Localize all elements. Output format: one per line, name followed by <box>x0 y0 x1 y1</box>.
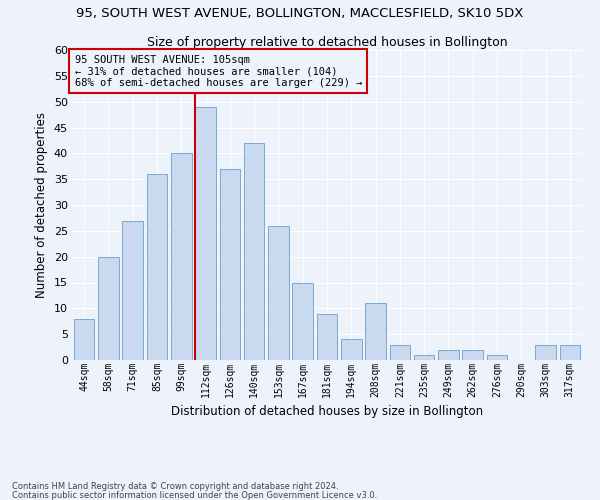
Bar <box>146 174 167 360</box>
Text: Contains HM Land Registry data © Crown copyright and database right 2024.: Contains HM Land Registry data © Crown c… <box>12 482 338 491</box>
Text: 95, SOUTH WEST AVENUE, BOLLINGTON, MACCLESFIELD, SK10 5DX: 95, SOUTH WEST AVENUE, BOLLINGTON, MACCL… <box>76 8 524 20</box>
Bar <box>414 355 434 360</box>
Bar <box>317 314 337 360</box>
Bar <box>341 340 362 360</box>
Text: Contains public sector information licensed under the Open Government Licence v3: Contains public sector information licen… <box>12 490 377 500</box>
Bar <box>220 169 240 360</box>
Bar <box>560 344 580 360</box>
Text: 95 SOUTH WEST AVENUE: 105sqm
← 31% of detached houses are smaller (104)
68% of s: 95 SOUTH WEST AVENUE: 105sqm ← 31% of de… <box>74 54 362 88</box>
Bar <box>535 344 556 360</box>
Y-axis label: Number of detached properties: Number of detached properties <box>35 112 48 298</box>
X-axis label: Distribution of detached houses by size in Bollington: Distribution of detached houses by size … <box>171 405 483 418</box>
Bar <box>122 220 143 360</box>
Bar <box>389 344 410 360</box>
Bar <box>487 355 508 360</box>
Bar <box>268 226 289 360</box>
Bar <box>365 303 386 360</box>
Title: Size of property relative to detached houses in Bollington: Size of property relative to detached ho… <box>146 36 508 49</box>
Bar <box>244 143 265 360</box>
Bar <box>463 350 483 360</box>
Bar <box>292 282 313 360</box>
Bar <box>195 107 216 360</box>
Bar <box>438 350 459 360</box>
Bar <box>171 154 191 360</box>
Bar <box>98 256 119 360</box>
Bar <box>74 318 94 360</box>
